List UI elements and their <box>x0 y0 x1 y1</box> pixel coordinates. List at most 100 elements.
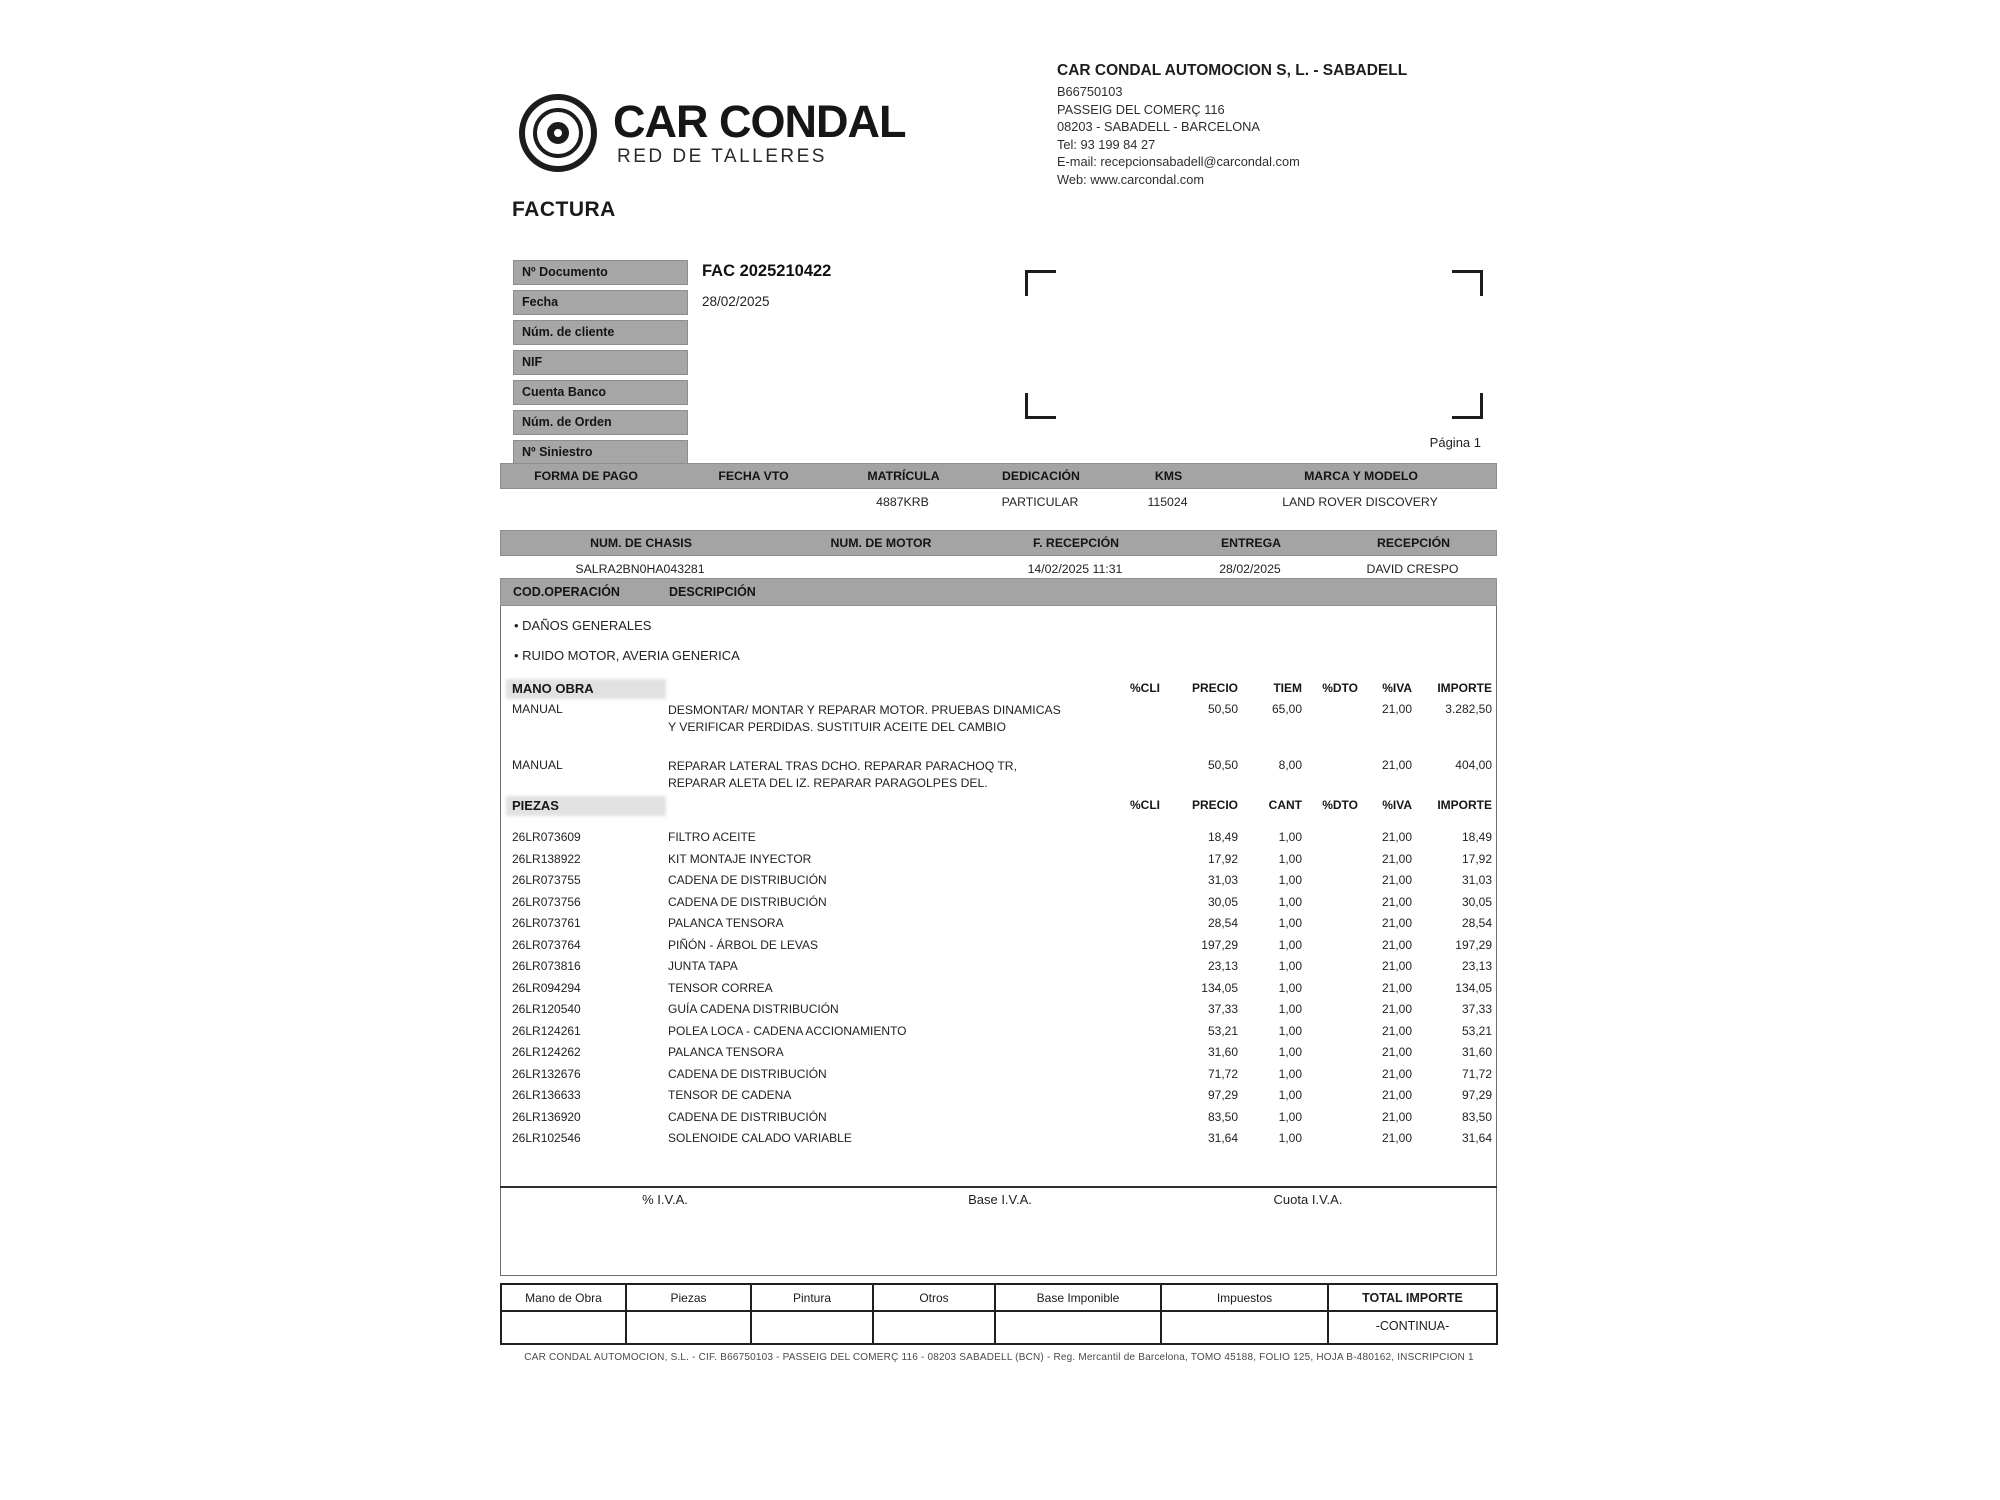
labor-description: DESMONTAR/ MONTAR Y REPARAR MOTOR. PRUEB… <box>668 703 1061 734</box>
header-num-motor: NUM. DE MOTOR <box>830 536 932 550</box>
field-row: Núm. de cliente <box>513 320 1033 350</box>
labor-section-header: MANO OBRA %CLI PRECIO TIEM %DTO %IVA IMP… <box>500 679 1497 699</box>
piece-description: CADENA DE DISTRIBUCIÓN <box>668 894 827 909</box>
piece-iva: 21,00 <box>1381 916 1412 930</box>
labor-row: MANUAL DESMONTAR/ MONTAR Y REPARAR MOTOR… <box>500 702 1497 756</box>
piece-precio: 31,03 <box>1207 873 1238 887</box>
labor-tiem: 8,00 <box>1278 758 1302 772</box>
piece-iva: 21,00 <box>1381 894 1412 909</box>
iva-summary-pct-header: % I.V.A. <box>642 1192 688 1207</box>
header-entrega: ENTREGA <box>1220 536 1282 550</box>
totals-header-impuestos: Impuestos <box>1162 1285 1329 1312</box>
operation-note: • DAÑOS GENERALES <box>514 618 652 633</box>
field-label: Cuenta Banco <box>513 380 688 405</box>
labor-code: MANUAL <box>512 702 563 716</box>
piece-importe: 28,54 <box>1461 916 1492 930</box>
piece-importe: 23,13 <box>1461 959 1492 973</box>
piece-cant: 1,00 <box>1278 937 1302 952</box>
piece-ref: 26LR094294 <box>512 980 581 995</box>
company-line: 08203 - SABADELL - BARCELONA <box>1057 119 1260 134</box>
piece-cant: 1,00 <box>1278 851 1302 866</box>
piece-iva: 21,00 <box>1381 980 1412 995</box>
vehicle-table-2-header: NUM. DE CHASIS NUM. DE MOTOR F. RECEPCIÓ… <box>500 530 1497 556</box>
piece-iva: 21,00 <box>1381 1088 1412 1102</box>
header-fecha-vto: FECHA VTO <box>718 469 789 483</box>
labor-importe: 404,00 <box>1455 758 1492 772</box>
company-line: Tel: 93 199 84 27 <box>1057 136 1156 152</box>
field-row: Núm. de Orden <box>513 410 1033 440</box>
labor-col-importe: IMPORTE <box>1437 681 1492 695</box>
pieces-table-rows: 26LR073609 FILTRO ACEITE 18,49 1,00 21,0… <box>500 830 1497 1153</box>
field-label: Núm. de Orden <box>513 410 688 435</box>
value-entrega: 28/02/2025 <box>1219 562 1281 576</box>
piece-precio: 134,05 <box>1201 980 1238 995</box>
labor-col-dto: %DTO <box>1322 681 1358 695</box>
piece-row: 26LR073609 FILTRO ACEITE 18,49 1,00 21,0… <box>500 830 1497 852</box>
totals-header-otros: Otros <box>874 1285 996 1312</box>
totals-value-row: -CONTINUA- <box>502 1312 1496 1343</box>
value-fecha-vto <box>670 489 835 515</box>
piece-ref: 26LR124262 <box>512 1045 581 1059</box>
header-marca-modelo: MARCA Y MODELO <box>1304 469 1418 483</box>
piece-description: TENSOR DE CADENA <box>668 1088 792 1102</box>
pieces-section-header: PIEZAS %CLI PRECIO CANT %DTO %IVA IMPORT… <box>500 796 1497 816</box>
field-label: NIF <box>513 350 688 375</box>
company-name: CAR CONDAL AUTOMOCION S, L. - SABADELL <box>1057 62 1408 79</box>
totals-value-pintura <box>752 1312 874 1343</box>
piece-precio: 31,64 <box>1207 1131 1238 1145</box>
labor-iva: 21,00 <box>1381 758 1412 772</box>
piece-description: POLEA LOCA - CADENA ACCIONAMIENTO <box>668 1023 907 1038</box>
vehicle-table-1-header: FORMA DE PAGO FECHA VTO MATRÍCULA DEDICA… <box>500 463 1497 489</box>
piece-precio: 83,50 <box>1207 1109 1238 1124</box>
piece-cant: 1,00 <box>1278 980 1302 995</box>
field-value: 28/02/2025 <box>702 294 770 309</box>
piece-ref: 26LR120540 <box>512 1002 581 1016</box>
piece-row: 26LR136633 TENSOR DE CADENA 97,29 1,00 2… <box>500 1088 1497 1110</box>
company-info-block: CAR CONDAL AUTOMOCION S, L. - SABADELL B… <box>1057 62 1487 188</box>
piece-precio: 53,21 <box>1207 1023 1238 1038</box>
piece-description: KIT MONTAJE INYECTOR <box>668 851 812 866</box>
pieces-col-importe: IMPORTE <box>1437 798 1492 812</box>
value-forma-de-pago <box>500 489 670 515</box>
piece-iva: 21,00 <box>1381 937 1412 952</box>
piece-iva: 21,00 <box>1381 1066 1412 1081</box>
piece-row: 26LR094294 TENSOR CORREA 134,05 1,00 21,… <box>500 981 1497 1003</box>
piece-ref: 26LR124261 <box>512 1023 581 1038</box>
piece-iva: 21,00 <box>1381 873 1412 887</box>
field-label: Nº Siniestro <box>513 440 688 465</box>
piece-precio: 23,13 <box>1207 959 1238 973</box>
totals-header-total-importe: TOTAL IMPORTE <box>1329 1285 1496 1312</box>
piece-cant: 1,00 <box>1278 959 1302 973</box>
vehicle-table-2-values: SALRA2BN0HA043281 14/02/2025 11:31 28/02… <box>500 556 1497 582</box>
document-fields: Nº Documento FAC 2025210422 Fecha 28/02/… <box>513 260 1033 470</box>
piece-importe: 31,64 <box>1461 1131 1492 1145</box>
labor-col-cli: %CLI <box>1130 681 1160 695</box>
field-label: Nº Documento <box>513 260 688 285</box>
window-bracket-top-right <box>1452 270 1483 296</box>
piece-importe: 18,49 <box>1461 830 1492 844</box>
field-row: Fecha 28/02/2025 <box>513 290 1033 320</box>
piece-iva: 21,00 <box>1381 851 1412 866</box>
pieces-col-cli: %CLI <box>1130 798 1160 812</box>
piece-ref: 26LR136920 <box>512 1109 581 1124</box>
value-marca-modelo: LAND ROVER DISCOVERY <box>1282 495 1438 509</box>
piece-row: 26LR073816 JUNTA TAPA 23,13 1,00 21,00 2… <box>500 959 1497 981</box>
piece-ref: 26LR073755 <box>512 873 581 887</box>
vehicle-table-2: NUM. DE CHASIS NUM. DE MOTOR F. RECEPCIÓ… <box>500 530 1497 582</box>
value-dedicacion: PARTICULAR <box>1001 495 1079 509</box>
piece-description: GUÍA CADENA DISTRIBUCIÓN <box>668 1002 839 1016</box>
piece-description: JUNTA TAPA <box>668 959 738 973</box>
logo-subtitle: RED DE TALLERES <box>617 146 827 167</box>
piece-description: CADENA DE DISTRIBUCIÓN <box>668 1109 827 1124</box>
piece-description: CADENA DE DISTRIBUCIÓN <box>668 873 827 887</box>
piece-precio: 31,60 <box>1207 1045 1238 1059</box>
header-kms: KMS <box>1154 469 1183 483</box>
field-value: FAC 2025210422 <box>702 262 832 280</box>
iva-summary-cuota-header: Cuota I.V.A. <box>1273 1192 1343 1207</box>
value-recepcion-fecha: 14/02/2025 11:31 <box>1027 562 1123 576</box>
header-descripcion: DESCRIPCIÓN <box>669 585 756 599</box>
labor-section-title: MANO OBRA <box>512 681 594 696</box>
logo-ring-inner <box>547 122 569 144</box>
window-bracket-top-left <box>1025 270 1056 296</box>
